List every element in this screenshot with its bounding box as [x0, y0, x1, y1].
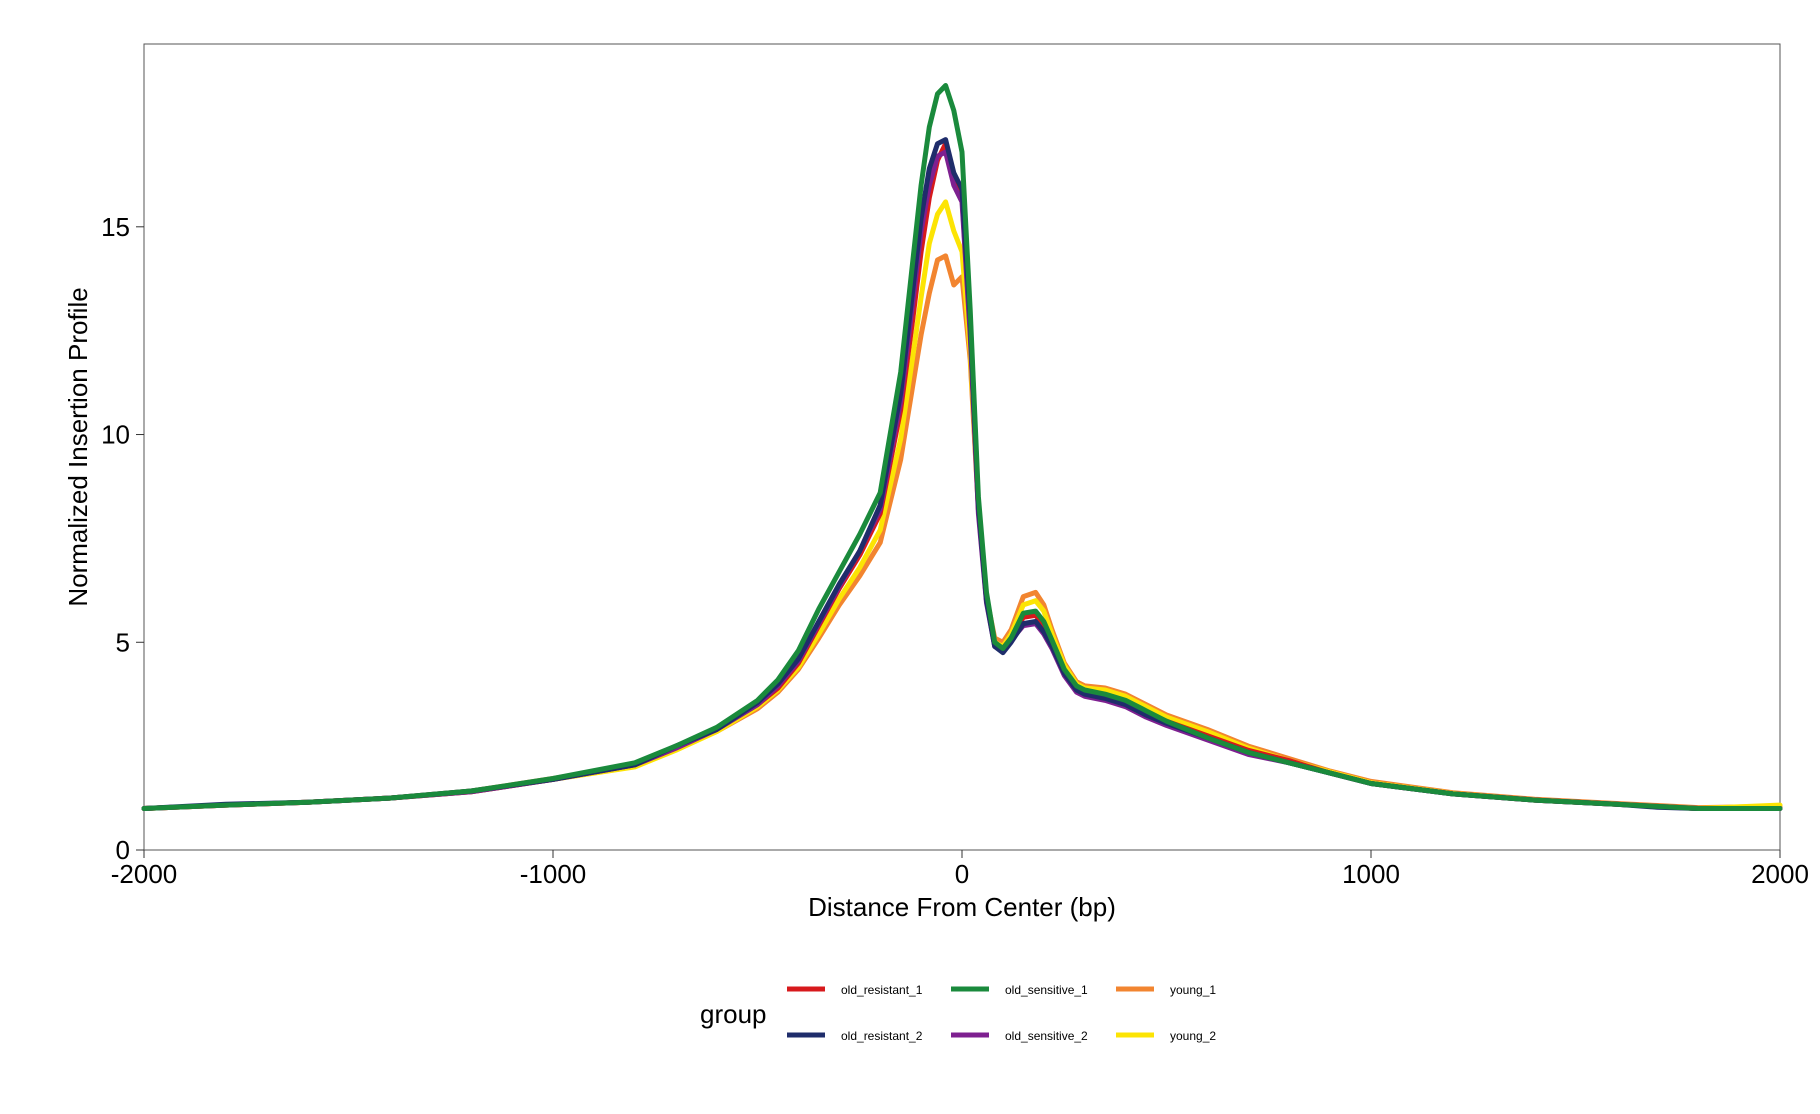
legend-label-old-resistant-1: old_resistant_1 — [841, 983, 923, 997]
x-tick-label: -2000 — [111, 859, 178, 889]
legend-label-old-sensitive-2: old_sensitive_2 — [1005, 1029, 1088, 1043]
x-tick-label: -1000 — [520, 859, 587, 889]
x-tick-label: 1000 — [1342, 859, 1400, 889]
y-axis-label: Normalized Insertion Profile — [63, 287, 93, 606]
y-axis: 0 5 10 15 — [101, 212, 144, 865]
x-axis-label: Distance From Center (bp) — [808, 892, 1116, 922]
y-tick-label: 0 — [116, 835, 130, 865]
legend-title: group — [700, 999, 767, 1029]
y-tick-label: 5 — [116, 627, 130, 657]
legend-label-young-1: young_1 — [1170, 983, 1216, 997]
legend: group old_resistant_1 old_sensitive_1 youn… — [700, 983, 1216, 1043]
x-tick-label: 0 — [955, 859, 969, 889]
legend-label-old-sensitive-1: old_sensitive_1 — [1005, 983, 1088, 997]
x-axis: -2000 -1000 0 1000 2000 — [111, 850, 1809, 889]
legend-label-young-2: young_2 — [1170, 1029, 1216, 1043]
x-tick-label: 2000 — [1751, 859, 1809, 889]
y-tick-label: 10 — [101, 420, 130, 450]
legend-label-old-resistant-2: old_resistant_2 — [841, 1029, 923, 1043]
series-line-old-sensitive-1 — [141, 83, 1783, 811]
y-tick-label: 15 — [101, 212, 130, 242]
series-layer — [141, 83, 1783, 811]
